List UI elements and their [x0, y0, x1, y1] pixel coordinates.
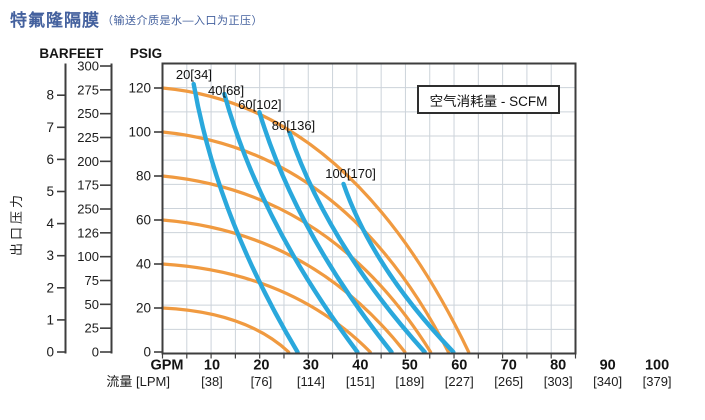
curve-label: 20[34] [176, 67, 212, 82]
psig-tick-label: 40 [136, 257, 151, 272]
feet-tick-label: 0 [92, 345, 99, 360]
curve-label: 40[68] [208, 83, 244, 98]
gpm-tick-label: 90 [600, 358, 616, 374]
feet-tick-label: 225 [77, 130, 99, 145]
plot-frame [161, 62, 577, 355]
lpm-tick-label: [227] [445, 374, 474, 389]
legend-label: 空气消耗量 - SCFM [429, 93, 548, 109]
bar-tick-label: 1 [46, 312, 54, 327]
feet-tick-label: 250 [77, 202, 99, 217]
feet-tick-label: 100 [77, 249, 99, 264]
lpm-tick-label: [76] [251, 374, 273, 389]
lpm-tick-label: [379] [643, 374, 672, 389]
air-consumption-curve [191, 81, 300, 355]
performance-curve [160, 86, 471, 354]
feet-tick-label: 275 [77, 82, 99, 97]
gpm-tick-label: 60 [451, 358, 467, 374]
bar-tick-label: 6 [46, 152, 54, 167]
feet-tick-label: 250 [77, 106, 99, 121]
feet-tick-label: 175 [77, 178, 99, 193]
feet-tick-label: 300 [77, 59, 99, 74]
bar-tick-label: 5 [46, 184, 54, 199]
psig-tick-label: 60 [136, 213, 151, 228]
curve-label: 80[136] [272, 118, 315, 133]
lpm-tick-label: [189] [395, 374, 424, 389]
lpm-tick-label: [151] [346, 374, 375, 389]
lpm-tick-label: [303] [544, 374, 573, 389]
performance-curve [160, 306, 291, 354]
curve-label: 60[102] [238, 97, 281, 112]
psig-tick-label: 100 [128, 125, 151, 140]
gpm-tick-label: 80 [550, 358, 566, 374]
legend-box: 空气消耗量 - SCFM [417, 85, 560, 114]
bar-tick-label: 0 [46, 345, 54, 360]
gpm-tick-label: 100 [645, 358, 669, 374]
air-consumption-curve [222, 91, 360, 355]
air-consumption-curve [287, 130, 427, 355]
curve-label: 100[170] [325, 166, 376, 181]
gpm-tick-label: 40 [352, 358, 368, 374]
page-title-main: 特氟隆隔膜 [10, 11, 100, 30]
psig-tick-label: 20 [136, 301, 151, 316]
lpm-tick-label: [340] [593, 374, 622, 389]
bar-tick-label: 2 [46, 280, 54, 295]
bar-tick-label: 4 [46, 216, 54, 231]
gpm-tick-label: 10 [204, 358, 220, 374]
lpm-tick-label: [265] [494, 374, 523, 389]
y-axis-header-feet: FEET [68, 46, 104, 61]
lpm-tick-label: [114] [297, 374, 325, 389]
x-axis-header-lpm: 流量 [LPM] [106, 374, 170, 389]
performance-curve [160, 262, 372, 354]
y-axis-header-psig: PSIG [129, 46, 163, 61]
performance-curve [160, 174, 433, 354]
psig-tick-label: 80 [136, 169, 151, 184]
x-axis-header-gpm: GPM [150, 358, 183, 374]
y-axis-header-bar: BAR [39, 46, 69, 61]
feet-tick-label: 75 [85, 273, 99, 288]
air-consumption-curve [257, 110, 394, 355]
bar-tick-label: 3 [46, 248, 54, 263]
bar-tick-label: 7 [46, 120, 54, 135]
feet-tick-label: 126 [77, 225, 99, 240]
page-title-subtitle: （输送介质是水—入口为正压） [102, 15, 263, 27]
page-title: 特氟隆隔膜 （输送介质是水—入口为正压） [10, 6, 263, 31]
air-consumption-curve [341, 181, 456, 355]
gpm-tick-label: 30 [303, 358, 319, 374]
feet-tick-label: 200 [77, 154, 99, 169]
psig-tick-label: 0 [143, 345, 151, 360]
lpm-tick-label: [38] [201, 374, 223, 389]
gpm-tick-label: 70 [501, 358, 517, 374]
performance-curve [160, 130, 450, 354]
feet-tick-label: 50 [85, 297, 99, 312]
gpm-tick-label: 20 [253, 358, 269, 374]
feet-tick-label: 25 [85, 321, 99, 336]
bar-tick-label: 8 [46, 88, 54, 103]
gpm-tick-label: 50 [402, 358, 418, 374]
psig-tick-label: 120 [128, 81, 151, 96]
